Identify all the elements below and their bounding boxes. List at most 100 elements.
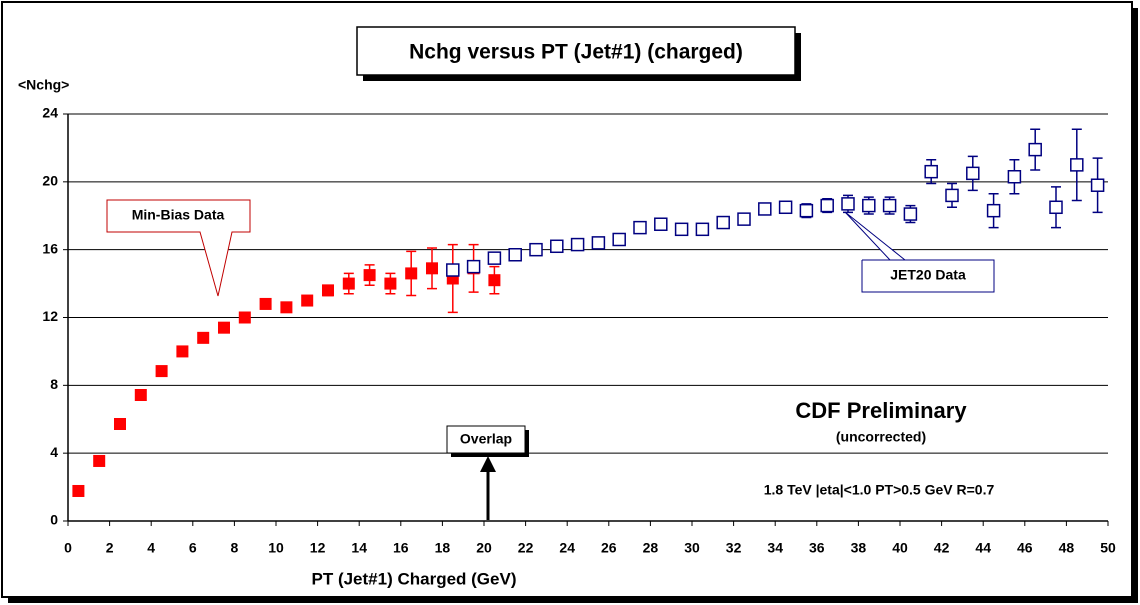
- data-point: [674, 222, 689, 237]
- x-tick-label: 14: [351, 540, 367, 556]
- x-tick-label: 8: [231, 540, 239, 556]
- y-tick-label: 16: [42, 240, 58, 256]
- data-point: [342, 277, 355, 290]
- data-point: [820, 198, 834, 213]
- data-point: [446, 263, 460, 277]
- data-point: [799, 203, 814, 218]
- x-tick-label: 32: [726, 540, 742, 556]
- x-tick-label: 0: [64, 540, 72, 556]
- x-tick-label: 38: [851, 540, 867, 556]
- data-point: [405, 267, 418, 280]
- jet20-callout: [844, 211, 995, 293]
- annotations: Min-Bias Data JET20 Data Overlap CDF Prelim…: [106, 199, 995, 520]
- data-point: [508, 248, 522, 262]
- annotation: Min-Bias Data: [132, 207, 225, 223]
- data-point: [966, 166, 980, 181]
- min-bias-callout: [106, 199, 251, 297]
- overlap-box: [446, 425, 526, 454]
- x-tick-label: 22: [518, 540, 534, 556]
- data-point: [280, 301, 293, 314]
- annotation: CDF Preliminary: [795, 398, 967, 423]
- data-point: [114, 417, 126, 430]
- data-point: [466, 259, 481, 274]
- title-box: [356, 26, 796, 76]
- data-point: [654, 217, 668, 231]
- y-tick-label: 4: [50, 444, 58, 460]
- data-point: [529, 242, 543, 257]
- data-point: [550, 239, 564, 254]
- data-point: [986, 203, 1001, 218]
- data-point: [862, 198, 876, 213]
- annotation: Overlap: [460, 431, 512, 447]
- y-tick-label: 20: [42, 173, 58, 189]
- data-point: [924, 164, 938, 179]
- x-tick-label: 28: [643, 540, 659, 556]
- data-point: [197, 331, 210, 344]
- data-point: [487, 251, 502, 265]
- data-point: [903, 207, 918, 221]
- data-point: [134, 388, 147, 401]
- data-point: [488, 274, 501, 287]
- chart-title: Nchg versus PT (Jet#1) (charged): [409, 41, 743, 64]
- x-tick-label: 20: [476, 540, 492, 556]
- data-point: [259, 297, 272, 310]
- y-axis-label: <Nchg>: [18, 77, 69, 93]
- data-point: [778, 200, 793, 215]
- x-tick-label: 26: [601, 540, 617, 556]
- data-point: [363, 269, 376, 282]
- overlap-arrow-head: [480, 456, 496, 472]
- data-point: [841, 197, 855, 211]
- data-point: [301, 294, 314, 307]
- y-tick-label: 24: [42, 105, 58, 121]
- x-tick-label: 30: [684, 540, 700, 556]
- data-point: [882, 198, 897, 213]
- data-point: [591, 236, 606, 250]
- data-point: [1007, 169, 1022, 184]
- x-tick-label: 44: [975, 540, 991, 556]
- x-tick-label: 16: [393, 540, 409, 556]
- data-point: [758, 202, 772, 216]
- x-tick-label: 6: [189, 540, 197, 556]
- data-point: [1028, 142, 1042, 157]
- x-tick-label: 12: [310, 540, 326, 556]
- data-point: [1070, 158, 1084, 172]
- data-point: [570, 237, 585, 252]
- x-tick-label: 18: [435, 540, 451, 556]
- data-point: [322, 284, 334, 297]
- frame: [1, 1, 1133, 598]
- data-point: [218, 321, 230, 334]
- data-point: [612, 232, 626, 247]
- x-tick-label: 10: [268, 540, 284, 556]
- data-point: [384, 277, 397, 290]
- x-tick-label: 24: [559, 540, 575, 556]
- data-point: [176, 345, 189, 358]
- x-tick-label: 36: [809, 540, 825, 556]
- x-tick-label: 42: [934, 540, 950, 556]
- data-point: [1049, 200, 1063, 215]
- x-tick-label: 40: [892, 540, 908, 556]
- data-point: [945, 188, 959, 203]
- x-tick-label: 48: [1059, 540, 1075, 556]
- data-point: [93, 454, 106, 467]
- data-point: [737, 212, 751, 226]
- data-point: [1090, 178, 1105, 192]
- x-axis-label: PT (Jet#1) Charged (GeV): [312, 569, 517, 588]
- annotation: JET20 Data: [890, 267, 966, 283]
- y-tick-label: 8: [50, 376, 58, 392]
- data-point: [155, 365, 168, 378]
- data-point: [633, 220, 647, 235]
- annotation: 1.8 TeV |eta|<1.0 PT>0.5 GeV R=0.7: [764, 482, 995, 498]
- x-tick-label: 2: [106, 540, 114, 556]
- data-point: [695, 222, 710, 237]
- data-point: [426, 262, 438, 275]
- x-tick-label: 50: [1100, 540, 1116, 556]
- y-tick-label: 12: [42, 308, 58, 324]
- data-point: [72, 484, 85, 497]
- x-tick-label: 34: [767, 540, 783, 556]
- x-tick-label: 4: [147, 540, 155, 556]
- x-tick-label: 46: [1017, 540, 1033, 556]
- y-tick-label: 0: [50, 512, 58, 528]
